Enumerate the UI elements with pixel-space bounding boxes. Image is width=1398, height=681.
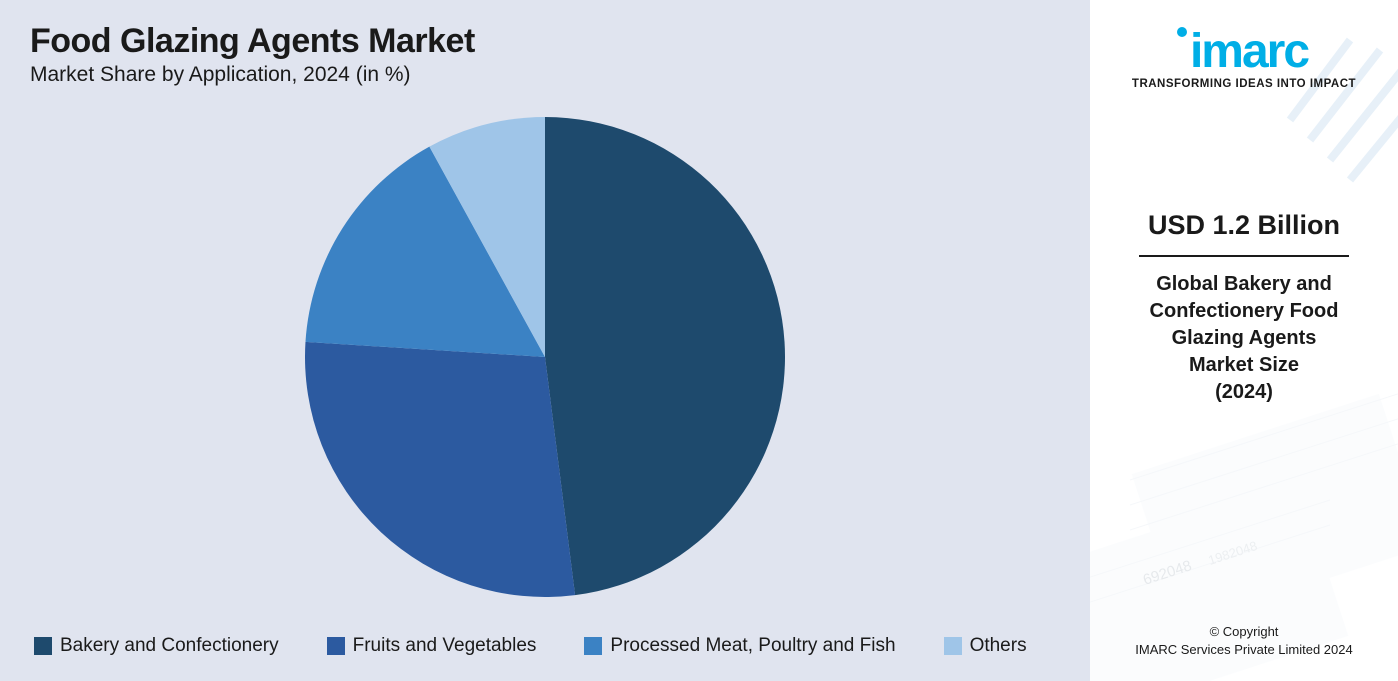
svg-text:1982048: 1982048 (1206, 538, 1259, 568)
metric-label-line: Global Bakery and (1108, 271, 1380, 298)
side-panel: 692048 1982048 imarc TRANSFORMING IDEAS … (1090, 0, 1398, 681)
legend-label: Processed Meat, Poultry and Fish (610, 635, 895, 657)
logo-wordmark: imarc (1132, 28, 1356, 76)
svg-text:692048: 692048 (1141, 557, 1194, 589)
metric-label-line: Confectionery Food (1108, 298, 1380, 325)
metric-label: Global Bakery andConfectionery FoodGlazi… (1108, 271, 1380, 406)
copyright-line: IMARC Services Private Limited 2024 (1090, 641, 1398, 659)
chart-title: Food Glazing Agents Market (30, 22, 1060, 61)
pie-slice-1 (305, 342, 575, 597)
legend-label: Fruits and Vegetables (353, 635, 537, 657)
legend-label: Bakery and Confectionery (60, 635, 279, 657)
chart-subtitle: Market Share by Application, 2024 (in %) (30, 63, 1060, 87)
pie-chart (305, 117, 785, 597)
legend-item-3: Others (944, 635, 1027, 657)
copyright-text: © CopyrightIMARC Services Private Limite… (1090, 623, 1398, 659)
main-panel: Food Glazing Agents Market Market Share … (0, 0, 1090, 681)
legend-swatch-icon (34, 637, 52, 655)
legend-swatch-icon (584, 637, 602, 655)
legend-item-0: Bakery and Confectionery (34, 635, 279, 657)
metric-label-line: Glazing Agents (1108, 325, 1380, 352)
pie-slice-0 (545, 117, 785, 595)
metric-value: USD 1.2 Billion (1108, 210, 1380, 241)
chart-legend: Bakery and Confectionery Fruits and Veget… (30, 627, 1060, 661)
logo-dot-icon (1177, 27, 1187, 37)
legend-swatch-icon (327, 637, 345, 655)
logo-tagline: TRANSFORMING IDEAS INTO IMPACT (1132, 78, 1356, 90)
brand-logo: imarc TRANSFORMING IDEAS INTO IMPACT (1132, 28, 1356, 90)
chart-area (30, 87, 1060, 627)
legend-item-1: Fruits and Vegetables (327, 635, 537, 657)
metric-divider (1139, 255, 1349, 257)
legend-label: Others (970, 635, 1027, 657)
copyright-line: © Copyright (1090, 623, 1398, 641)
legend-swatch-icon (944, 637, 962, 655)
metric-label-line: (2024) (1108, 379, 1380, 406)
metric-block: USD 1.2 Billion Global Bakery andConfect… (1108, 210, 1380, 406)
legend-item-2: Processed Meat, Poultry and Fish (584, 635, 895, 657)
metric-label-line: Market Size (1108, 352, 1380, 379)
